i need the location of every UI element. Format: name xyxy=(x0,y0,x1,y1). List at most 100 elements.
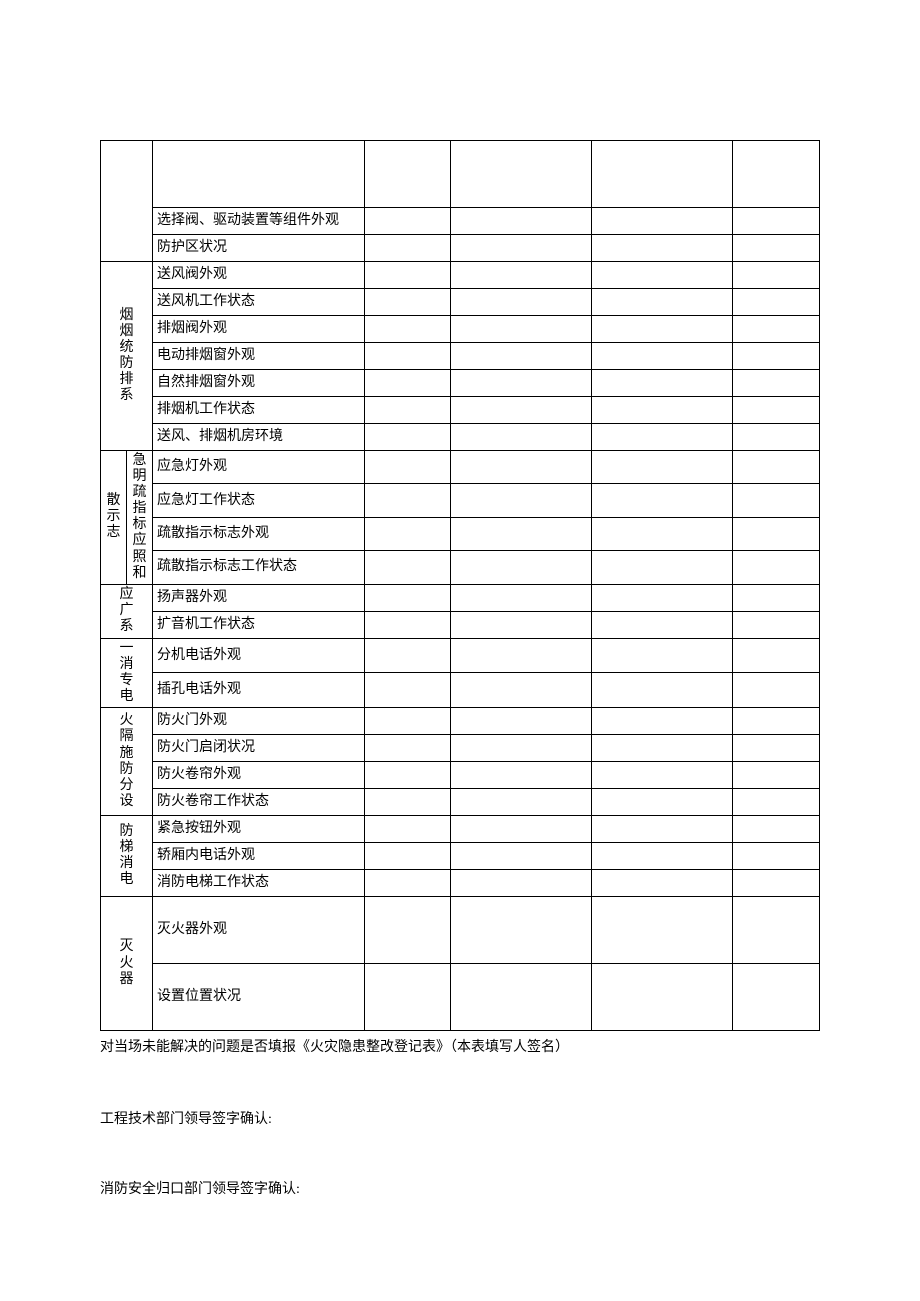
col-b xyxy=(451,816,592,843)
col-a xyxy=(364,735,451,762)
category-cell: 散示志 xyxy=(101,451,127,585)
col-a xyxy=(364,611,451,638)
col-c xyxy=(592,208,733,235)
table-row: 疏散指示标志工作状态 xyxy=(101,551,820,584)
inspection-item: 送风机工作状态 xyxy=(153,289,364,316)
col-d xyxy=(733,584,820,611)
col-d xyxy=(733,816,820,843)
inspection-item: 防护区状况 xyxy=(153,235,364,262)
col-b xyxy=(451,870,592,897)
col-b xyxy=(451,584,592,611)
col-a xyxy=(364,141,451,208)
col-b xyxy=(451,708,592,735)
inspection-item: 轿厢内电话外观 xyxy=(153,843,364,870)
signature-line-2: 消防安全归口部门领导签字确认: xyxy=(100,1178,820,1198)
inspection-item: 疏散指示标志外观 xyxy=(153,517,364,550)
inspection-item: 设置位置状况 xyxy=(153,964,364,1031)
col-d xyxy=(733,235,820,262)
col-a xyxy=(364,870,451,897)
inspection-item: 送风阀外观 xyxy=(153,262,364,289)
col-c xyxy=(592,870,733,897)
col-b xyxy=(451,789,592,816)
inspection-item: 排烟机工作状态 xyxy=(153,397,364,424)
col-d xyxy=(733,551,820,584)
table-row: 火隔施防分设防火门外观 xyxy=(101,708,820,735)
col-a xyxy=(364,897,451,964)
table-row: 送风、排烟机房环境 xyxy=(101,424,820,451)
col-d xyxy=(733,343,820,370)
col-a xyxy=(364,816,451,843)
inspection-item: 电动排烟窗外观 xyxy=(153,343,364,370)
table-row: 应急灯工作状态 xyxy=(101,484,820,517)
col-c xyxy=(592,762,733,789)
table-row: 扩音机工作状态 xyxy=(101,611,820,638)
table-row: 疏散指示标志外观 xyxy=(101,517,820,550)
inspection-item: 扩音机工作状态 xyxy=(153,611,364,638)
col-a xyxy=(364,964,451,1031)
table-row: 插孔电话外观 xyxy=(101,673,820,708)
col-d xyxy=(733,789,820,816)
inspection-item: 插孔电话外观 xyxy=(153,673,364,708)
inspection-item: 疏散指示标志工作状态 xyxy=(153,551,364,584)
col-c xyxy=(592,141,733,208)
col-c xyxy=(592,451,733,484)
footer-note: 对当场未能解决的问题是否填报《火灾隐患整改登记表》（本表填写人签名） xyxy=(100,1037,820,1058)
table-row: 应广系扬声器外观 xyxy=(101,584,820,611)
col-b xyxy=(451,262,592,289)
table-row: 送风机工作状态 xyxy=(101,289,820,316)
col-c xyxy=(592,638,733,673)
col-b xyxy=(451,638,592,673)
table-row: 防火门启闭状况 xyxy=(101,735,820,762)
inspection-item: 防火卷帘工作状态 xyxy=(153,789,364,816)
inspection-item: 应急灯外观 xyxy=(153,451,364,484)
table-row: 烟烟统防排系送风阀外观 xyxy=(101,262,820,289)
col-c xyxy=(592,370,733,397)
col-b xyxy=(451,141,592,208)
col-d xyxy=(733,451,820,484)
col-c xyxy=(592,517,733,550)
col-a xyxy=(364,762,451,789)
col-b xyxy=(451,673,592,708)
col-d xyxy=(733,289,820,316)
col-a xyxy=(364,451,451,484)
col-b xyxy=(451,611,592,638)
col-b xyxy=(451,208,592,235)
col-c xyxy=(592,673,733,708)
col-a xyxy=(364,343,451,370)
col-b xyxy=(451,517,592,550)
col-c xyxy=(592,551,733,584)
inspection-item: 送风、排烟机房环境 xyxy=(153,424,364,451)
col-b xyxy=(451,235,592,262)
table-row: 排烟机工作状态 xyxy=(101,397,820,424)
col-a xyxy=(364,316,451,343)
inspection-table: 选择阀、驱动装置等组件外观防护区状况烟烟统防排系送风阀外观送风机工作状态排烟阀外… xyxy=(100,140,820,1031)
inspection-item: 消防电梯工作状态 xyxy=(153,870,364,897)
table-row: 轿厢内电话外观 xyxy=(101,843,820,870)
col-c xyxy=(592,484,733,517)
col-d xyxy=(733,370,820,397)
col-a xyxy=(364,484,451,517)
category-cell: 灭火器 xyxy=(101,897,153,1031)
col-b xyxy=(451,289,592,316)
col-a xyxy=(364,397,451,424)
table-row: 消防电梯工作状态 xyxy=(101,870,820,897)
col-a xyxy=(364,638,451,673)
col-a xyxy=(364,673,451,708)
col-c xyxy=(592,816,733,843)
col-c xyxy=(592,424,733,451)
category-cell: 一消专电 xyxy=(101,638,153,707)
col-d xyxy=(733,611,820,638)
table-row: 电动排烟窗外观 xyxy=(101,343,820,370)
col-c xyxy=(592,262,733,289)
col-d xyxy=(733,208,820,235)
col-c xyxy=(592,708,733,735)
table-row: 防火卷帘工作状态 xyxy=(101,789,820,816)
inspection-item: 应急灯工作状态 xyxy=(153,484,364,517)
inspection-item: 防火门外观 xyxy=(153,708,364,735)
col-d xyxy=(733,484,820,517)
col-d xyxy=(733,638,820,673)
table-row: 一消专电分机电话外观 xyxy=(101,638,820,673)
table-row: 防梯消电紧急按钮外观 xyxy=(101,816,820,843)
table-row: 选择阀、驱动装置等组件外观 xyxy=(101,208,820,235)
col-c xyxy=(592,397,733,424)
